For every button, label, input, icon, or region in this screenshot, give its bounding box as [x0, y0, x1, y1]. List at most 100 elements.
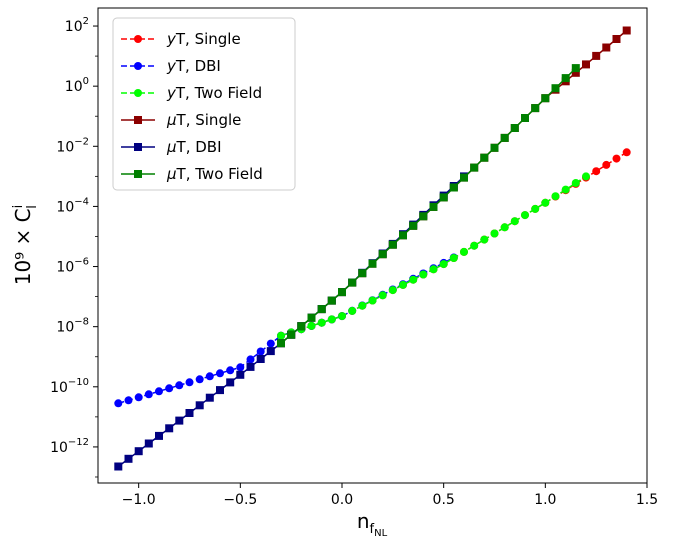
- data-point: [378, 250, 387, 259]
- legend-box: [112, 17, 296, 191]
- data-point: [429, 202, 438, 211]
- x-tick-label: −0.5: [223, 492, 257, 508]
- data-point: [429, 265, 438, 274]
- y-axis: 102 100 10−2 10−4 10−6 10−8 10−10 10−12: [50, 16, 98, 478]
- x-tick-label: 1.0: [534, 492, 556, 508]
- y-tick-label: 10−4: [56, 196, 89, 215]
- data-point: [175, 381, 184, 390]
- data-point: [449, 254, 458, 262]
- data-point: [399, 280, 407, 289]
- legend-label: μT, Two Field: [166, 165, 263, 183]
- data-point: [114, 399, 123, 408]
- data-point: [185, 378, 194, 387]
- x-axis: −1.0 −0.5 0.0 0.5 1.0 1.5: [122, 483, 658, 508]
- y-tick-label: 10−12: [50, 437, 89, 456]
- legend-label: yT, Two Field: [166, 84, 262, 102]
- data-point: [144, 439, 153, 448]
- data-point: [155, 431, 163, 440]
- data-point: [571, 179, 580, 187]
- data-point: [246, 362, 255, 371]
- data-point: [561, 74, 570, 83]
- x-axis-label: nfNL: [357, 509, 388, 536]
- data-point: [236, 363, 245, 372]
- data-point: [541, 94, 550, 103]
- y-tick-label: 10−10: [50, 377, 89, 396]
- x-tick-label: 1.5: [636, 492, 658, 508]
- data-point: [236, 370, 245, 379]
- data-point: [582, 60, 590, 69]
- data-point: [338, 288, 346, 297]
- legend-label: yT, DBI: [166, 57, 221, 75]
- series-2: [277, 172, 590, 340]
- data-point: [134, 393, 143, 402]
- data-point: [439, 193, 448, 202]
- data-point: [144, 390, 153, 399]
- plot-frame: [97, 7, 648, 484]
- data-point: [510, 217, 519, 226]
- data-point: [175, 416, 184, 425]
- data-point: [246, 355, 255, 364]
- data-point: [561, 185, 570, 194]
- data-point: [256, 347, 265, 356]
- data-point: [327, 296, 336, 305]
- data-point: [541, 198, 550, 207]
- data-point: [287, 330, 296, 339]
- x-tick-label: 0.0: [331, 492, 353, 508]
- data-point: [277, 331, 285, 340]
- data-point: [216, 369, 224, 378]
- data-point: [449, 183, 458, 192]
- data-point: [470, 241, 479, 250]
- legend-marker: [134, 116, 142, 124]
- y-tick-label: 10−8: [56, 317, 89, 336]
- data-point: [470, 163, 479, 172]
- data-point: [338, 312, 346, 321]
- data-point: [358, 269, 367, 278]
- data-point: [195, 401, 204, 410]
- data-point: [490, 229, 499, 238]
- legend-label: μT, Single: [166, 111, 241, 129]
- data-point: [612, 154, 621, 163]
- legend-marker: [134, 89, 142, 97]
- data-point: [531, 204, 540, 213]
- data-point: [256, 355, 265, 363]
- data-point: [114, 462, 123, 471]
- data-point: [266, 339, 275, 348]
- data-point: [612, 35, 621, 43]
- legend-marker: [134, 62, 142, 70]
- data-point: [317, 305, 326, 314]
- data-point: [317, 318, 326, 327]
- legend-marker: [134, 143, 142, 151]
- data-point: [622, 26, 631, 35]
- data-point: [399, 231, 407, 240]
- data-point: [419, 212, 428, 221]
- data-point: [592, 167, 601, 176]
- data-point: [500, 223, 509, 232]
- data-point: [419, 270, 428, 279]
- y-tick-label: 100: [65, 76, 89, 95]
- data-point: [297, 322, 306, 331]
- series-0: [277, 148, 631, 340]
- series-1: [114, 253, 458, 408]
- y-axis-label: 10⁹ × Cil: [11, 205, 40, 286]
- data-point: [500, 133, 509, 142]
- plot-area: [114, 26, 631, 471]
- data-point: [622, 148, 631, 157]
- data-point: [521, 211, 529, 220]
- data-point: [277, 339, 285, 348]
- data-point: [510, 124, 519, 132]
- data-point: [602, 43, 611, 52]
- data-point: [226, 366, 235, 375]
- legend-label: μT, DBI: [166, 138, 222, 156]
- data-point: [521, 114, 529, 122]
- series-line: [117, 175, 465, 468]
- data-point: [124, 396, 133, 405]
- data-point: [582, 172, 590, 181]
- data-point: [205, 372, 214, 381]
- data-point: [592, 51, 601, 60]
- data-point: [266, 347, 275, 356]
- y-tick-label: 10−6: [56, 257, 89, 276]
- y-tick-label: 10−2: [56, 136, 89, 155]
- data-point: [571, 64, 580, 73]
- data-point: [460, 247, 468, 256]
- x-tick-label: −1.0: [122, 492, 156, 508]
